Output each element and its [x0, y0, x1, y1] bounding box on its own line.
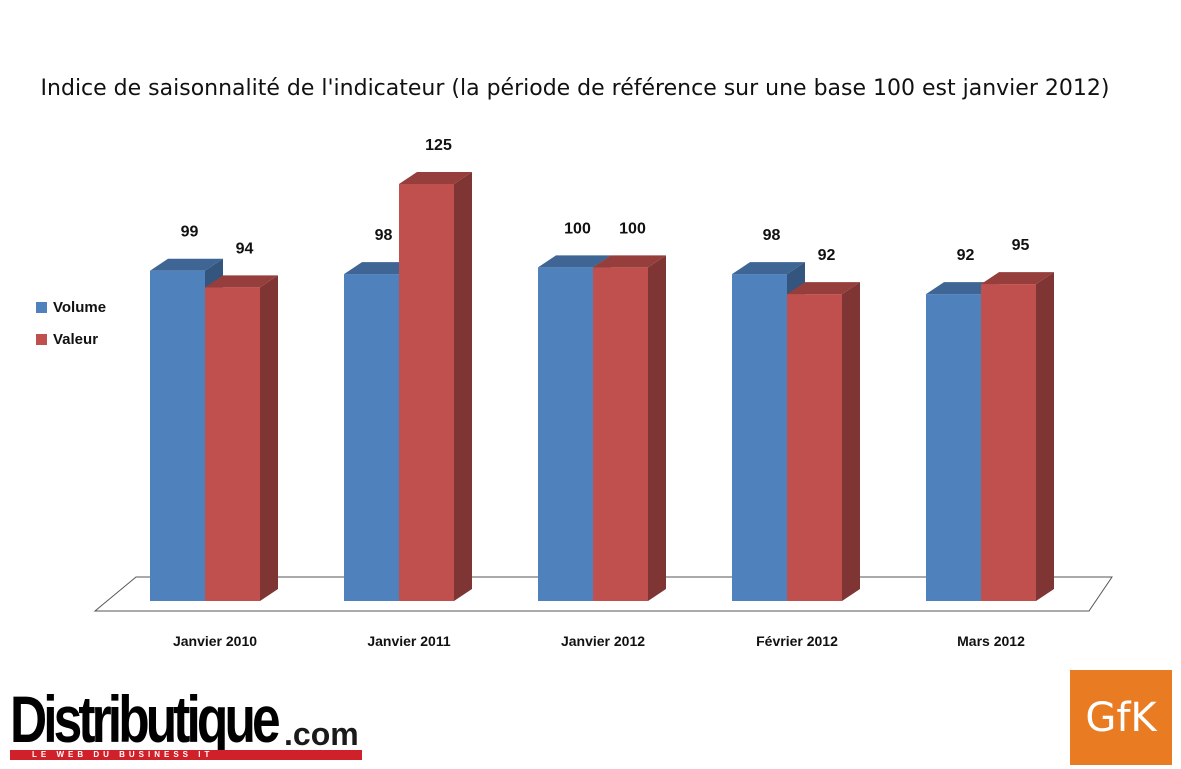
bar-valeur-0: [205, 287, 260, 601]
bar-volume-4-top: [926, 282, 999, 295]
distributique-tagline: LE WEB DU BUSINESS IT: [32, 750, 214, 759]
bar-valeur-1-top: [399, 172, 472, 184]
bar-valeur-2-top: [593, 255, 666, 268]
data-label-volume-3: 98: [763, 227, 781, 244]
bar-valeur-4-top: [981, 272, 1054, 285]
bar-valeur-4: [981, 284, 1036, 601]
legend-item-volume: Volume: [36, 297, 106, 317]
data-label-volume-4: 92: [957, 247, 975, 264]
bar-volume-1: [344, 274, 399, 601]
data-label-valeur-0: 94: [236, 240, 254, 257]
category-label-0: Janvier 2010: [173, 633, 257, 649]
bar-valeur-4-side: [1036, 272, 1054, 601]
category-label-1: Janvier 2011: [367, 633, 451, 649]
data-label-valeur-3: 92: [818, 247, 836, 264]
gfk-logo: GfK: [1070, 670, 1172, 765]
category-label-3: Février 2012: [756, 633, 838, 649]
bar-valeur-0-top: [205, 275, 278, 288]
distributique-logo-name: Distributique: [10, 682, 281, 756]
data-label-volume-0: 99: [181, 224, 199, 241]
bar-valeur-2: [593, 267, 648, 601]
bars-layer: [150, 172, 1054, 601]
data-label-valeur-1: 125: [425, 137, 452, 154]
gfk-logo-text: GfK: [1085, 694, 1157, 741]
distributique-tagline-bar: [10, 750, 362, 760]
bar-valeur-3-side: [842, 282, 860, 601]
chart-title: Indice de saisonnalité de l'indicateur (…: [40, 76, 1110, 101]
bar-volume-3: [732, 274, 787, 601]
bar-valeur-3-top: [787, 282, 860, 295]
bar-valeur-1-side: [454, 172, 472, 601]
bar-volume-0-top: [150, 258, 223, 271]
category-label-4: Mars 2012: [957, 633, 1025, 649]
bar-volume-2-top: [538, 255, 611, 268]
distributique-logo: Distributique .com LE WEB DU BUSINESS IT: [10, 686, 370, 766]
data-label-valeur-4: 95: [1012, 237, 1030, 254]
bar-volume-1-top: [344, 262, 417, 275]
bar-volume-2: [538, 267, 593, 601]
data-label-valeur-2: 100: [619, 220, 646, 237]
data-label-volume-1: 98: [375, 227, 393, 244]
bar-valeur-0-side: [260, 275, 278, 601]
bar-valeur-2-side: [648, 255, 666, 601]
legend-label-volume: Volume: [53, 298, 107, 316]
labels-layer: 99 94 Janvier 2010 98 125 Janvier 2011 100 100 J…: [173, 137, 1030, 649]
data-label-volume-2: 100: [564, 220, 591, 237]
legend: Volume Valeur: [36, 297, 106, 361]
bar-valeur-3: [787, 294, 842, 601]
legend-label-valeur: Valeur: [53, 330, 99, 348]
legend-swatch-volume: [36, 301, 47, 313]
legend-item-valeur: Valeur: [36, 329, 106, 349]
category-label-2: Janvier 2012: [561, 633, 645, 649]
legend-swatch-valeur: [36, 333, 47, 345]
bar-volume-4: [926, 294, 981, 601]
bar-volume-0: [150, 270, 205, 601]
bar-valeur-1: [399, 184, 454, 601]
bar-volume-3-top: [732, 262, 805, 275]
distributique-logo-domain: .com: [284, 716, 359, 752]
